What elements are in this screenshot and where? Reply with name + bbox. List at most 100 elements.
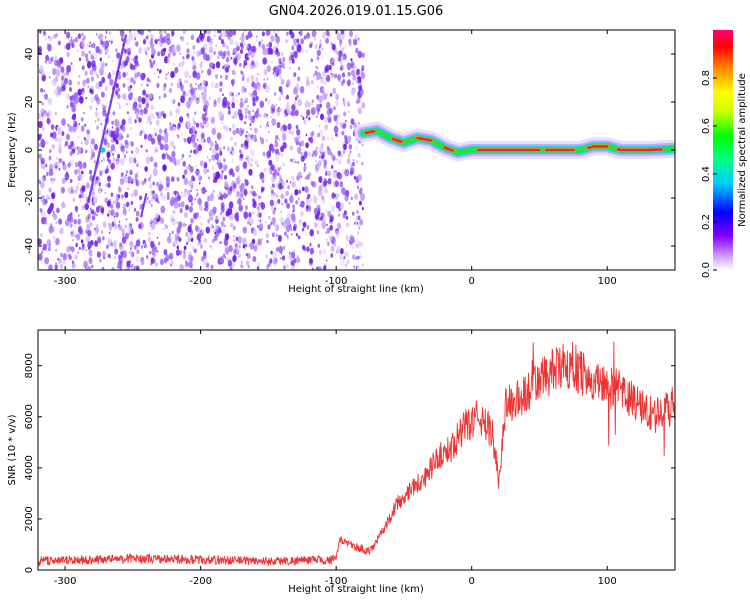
- noise-speckle: [341, 131, 343, 134]
- noise-speckle: [348, 41, 352, 46]
- noise-speckle: [38, 189, 42, 196]
- noise-speckle: [223, 146, 226, 150]
- noise-speckle: [188, 97, 191, 102]
- noise-hotspot: [100, 147, 106, 153]
- noise-speckle: [159, 30, 163, 35]
- noise-speckle: [157, 116, 159, 119]
- noise-speckle: [115, 118, 119, 125]
- noise-speckle: [130, 201, 134, 205]
- noise-speckle: [130, 263, 132, 267]
- noise-speckle: [68, 253, 71, 258]
- noise-speckle: [341, 46, 345, 52]
- noise-speckle: [249, 127, 251, 130]
- noise-speckle: [163, 249, 168, 256]
- noise-speckle: [122, 72, 126, 78]
- noise-speckle: [219, 150, 223, 156]
- noise-speckle: [273, 169, 278, 176]
- noise-speckle: [316, 115, 318, 119]
- noise-speckle: [134, 207, 137, 212]
- noise-speckle: [193, 177, 196, 182]
- noise-speckle: [201, 139, 204, 143]
- noise-speckle: [272, 45, 277, 52]
- noise-speckle: [237, 255, 240, 258]
- noise-speckle: [271, 60, 273, 64]
- noise-speckle: [354, 34, 358, 40]
- noise-speckle: [121, 228, 126, 235]
- noise-speckle: [334, 169, 337, 173]
- noise-speckle: [242, 237, 247, 245]
- noise-speckle: [150, 218, 153, 223]
- noise-speckle: [164, 136, 169, 144]
- noise-speckle: [272, 67, 277, 73]
- noise-speckle: [316, 230, 320, 235]
- noise-speckle: [269, 199, 274, 207]
- noise-speckle: [200, 82, 202, 86]
- noise-speckle: [172, 46, 177, 54]
- noise-speckle: [258, 41, 261, 45]
- noise-speckle: [65, 267, 68, 270]
- noise-speckle: [128, 209, 131, 212]
- noise-speckle: [136, 170, 139, 175]
- noise-speckle: [230, 222, 233, 228]
- noise-speckle: [78, 57, 82, 62]
- noise-speckle: [222, 65, 225, 70]
- noise-speckle: [129, 108, 131, 111]
- y-tick-label: 0: [24, 567, 35, 573]
- noise-speckle: [144, 178, 147, 183]
- noise-speckle: [93, 211, 97, 216]
- noise-speckle: [139, 195, 143, 201]
- noise-speckle: [209, 147, 212, 151]
- noise-speckle: [293, 72, 297, 78]
- noise-speckle: [100, 61, 105, 69]
- noise-speckle: [113, 201, 115, 204]
- noise-speckle: [342, 169, 345, 174]
- noise-speckle: [108, 231, 111, 235]
- noise-speckle: [203, 167, 208, 175]
- noise-speckle: [258, 238, 260, 242]
- snr-frame: [37, 329, 676, 571]
- noise-speckle: [328, 107, 333, 114]
- noise-speckle: [151, 192, 153, 196]
- noise-speckle: [310, 107, 316, 116]
- noise-speckle: [106, 151, 111, 159]
- noise-speckle: [339, 255, 343, 260]
- noise-speckle: [327, 242, 330, 247]
- noise-speckle: [262, 57, 268, 65]
- noise-speckle: [215, 228, 220, 237]
- noise-speckle: [42, 199, 47, 206]
- noise-speckle: [195, 168, 200, 176]
- noise-speckle: [256, 266, 260, 270]
- noise-speckle: [299, 86, 305, 94]
- noise-speckle: [300, 155, 305, 163]
- noise-speckle: [326, 223, 328, 227]
- noise-speckle: [266, 98, 271, 106]
- noise-speckle: [263, 167, 267, 173]
- noise-speckle: [134, 173, 139, 179]
- noise-speckle: [159, 143, 164, 151]
- noise-speckle: [353, 265, 355, 268]
- noise-speckle: [115, 132, 119, 138]
- noise-speckle: [251, 81, 254, 84]
- noise-speckle: [189, 75, 191, 78]
- noise-speckle: [170, 252, 174, 258]
- noise-speckle: [289, 181, 292, 184]
- noise-speckle: [105, 113, 107, 117]
- noise-speckle: [127, 111, 129, 115]
- noise-speckle: [325, 74, 331, 83]
- noise-speckle: [344, 57, 349, 64]
- noise-speckle: [136, 249, 140, 255]
- noise-speckle: [78, 122, 80, 126]
- noise-speckle: [61, 201, 66, 209]
- noise-speckle: [263, 68, 268, 76]
- noise-speckle: [254, 110, 259, 119]
- noise-speckle: [151, 48, 156, 56]
- noise-speckle: [254, 96, 259, 103]
- noise-speckle: [241, 37, 245, 43]
- noise-speckle: [189, 82, 193, 88]
- noise-speckle: [301, 186, 305, 192]
- noise-speckle: [306, 225, 310, 230]
- noise-speckle: [305, 79, 310, 87]
- noise-speckle: [169, 110, 173, 117]
- noise-speckle: [233, 78, 236, 81]
